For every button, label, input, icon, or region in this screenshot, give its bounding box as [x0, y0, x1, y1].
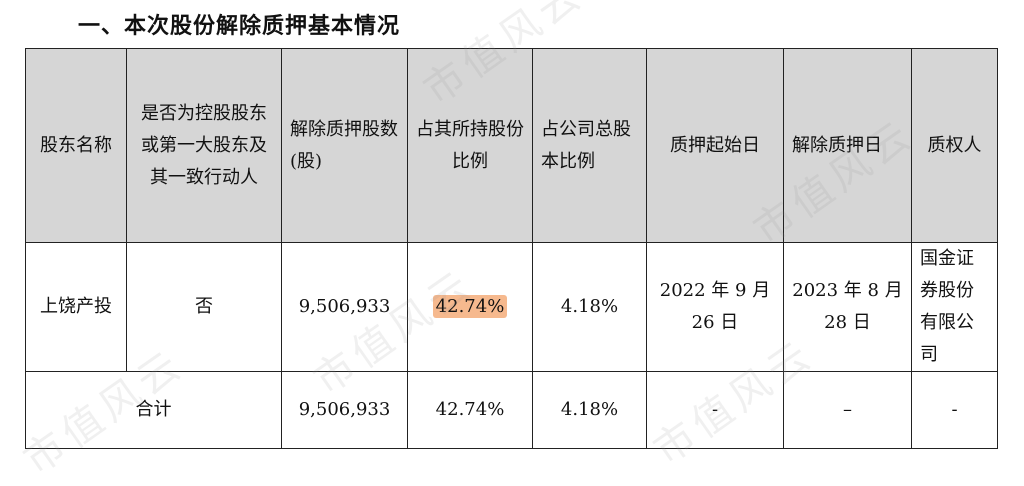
cell-shares: 9,506,933: [281, 242, 408, 372]
header-start-date: 质押起始日: [646, 48, 784, 243]
cell-pledgee: 国金证券股份有限公司: [911, 242, 998, 372]
table-row: 上饶产投 否 9,506,933 42.74% 4.18% 2022 年 9 月…: [25, 242, 998, 372]
cell-pct-total: 4.18%: [532, 242, 647, 372]
section-title: 一、本次股份解除质押基本情况: [78, 13, 401, 39]
cell-release-date: 2023 年 8 月 28 日: [783, 242, 912, 372]
total-shares: 9,506,933: [281, 371, 408, 449]
header-holder: 股东名称: [25, 48, 127, 243]
total-pct-held: 42.74%: [407, 371, 533, 449]
cell-is-controlling: 否: [126, 242, 282, 372]
total-pledgee: -: [911, 371, 998, 449]
table-header-row: 股东名称 是否为控股股东或第一大股东及其一致行动人 解除质押股数(股) 占其所持…: [25, 48, 998, 243]
pledge-release-table: 股东名称 是否为控股股东或第一大股东及其一致行动人 解除质押股数(股) 占其所持…: [25, 48, 998, 449]
header-pct-total: 占公司总股本比例: [532, 48, 647, 243]
cell-start-date: 2022 年 9 月 26 日: [646, 242, 784, 372]
total-pct-total: 4.18%: [532, 371, 647, 449]
header-pledgee: 质权人: [911, 48, 998, 243]
header-is-controlling: 是否为控股股东或第一大股东及其一致行动人: [126, 48, 282, 243]
total-start-date: -: [646, 371, 784, 449]
total-label: 合计: [25, 371, 282, 449]
header-pct-held: 占其所持股份比例: [407, 48, 533, 243]
cell-pct-held: 42.74%: [407, 242, 533, 372]
header-release-date: 解除质押日: [783, 48, 912, 243]
header-shares: 解除质押股数(股): [281, 48, 408, 243]
cell-holder: 上饶产投: [25, 242, 127, 372]
highlighted-pct-held: 42.74%: [432, 295, 508, 318]
table-total-row: 合计 9,506,933 42.74% 4.18% - – -: [25, 371, 998, 449]
total-release-date: –: [783, 371, 912, 449]
